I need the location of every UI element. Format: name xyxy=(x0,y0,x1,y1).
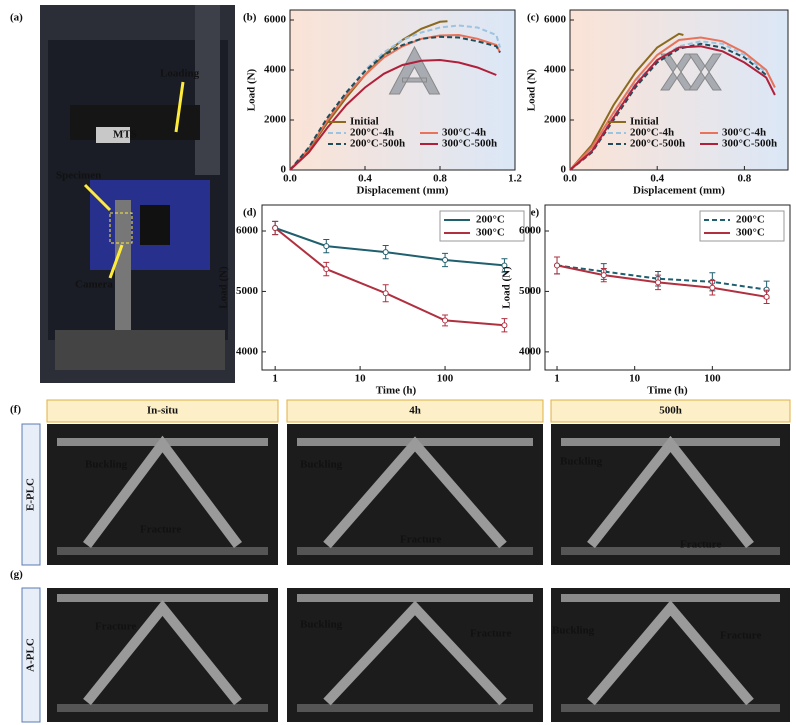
panel-label: (b) xyxy=(243,12,257,24)
plate xyxy=(297,547,533,555)
y-tick-label: 5000 xyxy=(519,285,542,297)
annotation: Fracture xyxy=(720,630,761,642)
y-tick-label: 4000 xyxy=(264,64,287,76)
y-tick-label: 2000 xyxy=(544,114,567,126)
x-tick-label: 0.4 xyxy=(650,173,664,185)
y-tick-label: 6000 xyxy=(519,225,542,237)
photos: In-situ 4h 500h E-PLC Buckling Fracture Buckli… xyxy=(22,400,790,722)
x-tick-label: 0.0 xyxy=(563,173,577,185)
y-axis-label: Load (N) xyxy=(218,266,230,309)
photo-label: MTS xyxy=(113,129,137,141)
legend-label: 300°C-500h xyxy=(442,138,497,150)
annotation: Fracture xyxy=(680,539,721,551)
x-tick-label: 10 xyxy=(629,373,641,385)
panel-label: (d) xyxy=(243,207,257,219)
y-tick-label: 4000 xyxy=(519,345,542,357)
plate xyxy=(57,547,268,555)
annotation: Fracture xyxy=(140,524,181,536)
marker xyxy=(443,318,448,323)
x-axis-label: Displacement (mm) xyxy=(357,185,449,197)
legend-label: 200°C-500h xyxy=(350,138,405,150)
marker xyxy=(383,291,388,296)
photo-label: Specimen xyxy=(56,170,101,182)
marker xyxy=(324,267,329,272)
x-tick-label: 0.8 xyxy=(738,173,752,185)
annotation: Fracture xyxy=(400,534,441,546)
annotation: Buckling xyxy=(552,625,595,637)
column-header: In-situ xyxy=(147,405,178,417)
legend-label: 200°C xyxy=(736,214,765,226)
x-tick-label: 0.8 xyxy=(433,173,447,185)
y-tick-label: 6000 xyxy=(236,225,259,237)
y-axis-label: Load (N) xyxy=(501,266,513,309)
panel-label: (c) xyxy=(527,12,540,24)
annotation: Fracture xyxy=(95,621,136,633)
y-axis-label: Load (N) xyxy=(526,68,538,111)
figure: In-situ 4h 500h E-PLC Buckling Fracture Buckli… xyxy=(0,0,796,725)
column xyxy=(195,5,220,175)
x-tick-label: 100 xyxy=(437,373,454,385)
y-tick-label: 6000 xyxy=(544,14,567,26)
y-tick-label: 4000 xyxy=(236,345,259,357)
annotation: Buckling xyxy=(300,459,343,471)
plate xyxy=(297,704,533,712)
plate xyxy=(561,547,780,555)
legend-label: 300°C xyxy=(736,227,765,239)
plate xyxy=(561,704,780,712)
marker xyxy=(324,244,329,249)
row-label: E-PLC xyxy=(25,478,37,511)
legend-label: 200°C-500h xyxy=(630,138,685,150)
y-tick-label: 5000 xyxy=(236,285,259,297)
camera-body xyxy=(140,205,170,245)
annotation: Fracture xyxy=(470,628,511,640)
legend-label: 300°C xyxy=(476,227,505,239)
x-axis-label: Time (h) xyxy=(376,385,417,397)
x-tick-label: 1.2 xyxy=(508,173,522,185)
x-tick-label: 1 xyxy=(272,373,278,385)
photo-label: Loading xyxy=(160,68,200,80)
x-tick-label: 1 xyxy=(554,373,560,385)
marker xyxy=(502,323,507,328)
marker xyxy=(656,280,661,285)
column-header: 4h xyxy=(409,405,421,417)
y-tick-label: 2000 xyxy=(264,114,287,126)
x-axis-label: Displacement (mm) xyxy=(633,185,725,197)
x-axis-label: Time (h) xyxy=(647,385,688,397)
column-header: 500h xyxy=(659,405,682,417)
marker xyxy=(273,225,278,230)
y-tick-label: 4000 xyxy=(544,64,567,76)
plate xyxy=(57,704,268,712)
y-axis-label: Load (N) xyxy=(246,68,258,111)
base xyxy=(55,330,225,370)
x-tick-label: 0.4 xyxy=(358,173,372,185)
photo-label: Camera xyxy=(75,279,113,291)
x-tick-label: 100 xyxy=(704,373,721,385)
panel-label: (a) xyxy=(10,12,23,24)
marker xyxy=(764,294,769,299)
legend-label: 300°C-500h xyxy=(722,138,777,150)
annotation: Buckling xyxy=(85,459,128,471)
panel-label: (g) xyxy=(10,569,23,581)
y-tick-label: 6000 xyxy=(264,14,287,26)
annotation: Buckling xyxy=(300,619,343,631)
x-tick-label: 10 xyxy=(355,373,367,385)
marker xyxy=(555,263,560,268)
marker xyxy=(601,273,606,278)
marker xyxy=(443,258,448,263)
panel-label: (f) xyxy=(10,404,21,416)
marker xyxy=(383,250,388,255)
legend-label: 200°C xyxy=(476,214,505,226)
annotation: Buckling xyxy=(560,456,603,468)
row-label: A-PLC xyxy=(25,638,37,672)
x-tick-label: 0.0 xyxy=(283,173,297,185)
marker xyxy=(710,285,715,290)
